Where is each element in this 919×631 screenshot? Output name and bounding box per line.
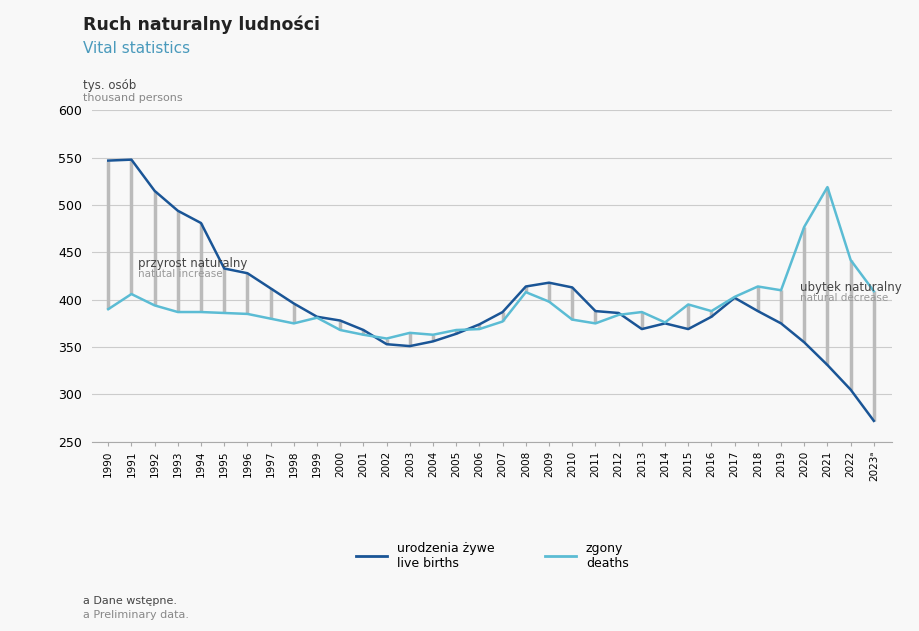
Text: thousand persons: thousand persons bbox=[83, 93, 182, 103]
Text: a Preliminary data.: a Preliminary data. bbox=[83, 610, 188, 620]
Text: natural decrease: natural decrease bbox=[799, 293, 887, 303]
Text: ubytek naturalny: ubytek naturalny bbox=[799, 281, 901, 294]
Text: tys. osób: tys. osób bbox=[83, 79, 136, 92]
Text: a Dane wstępne.: a Dane wstępne. bbox=[83, 596, 176, 606]
Text: przyrost naturalny: przyrost naturalny bbox=[138, 257, 247, 270]
Legend: urodzenia żywe
live births, zgony
deaths: urodzenia żywe live births, zgony deaths bbox=[350, 536, 633, 575]
Text: Vital statistics: Vital statistics bbox=[83, 41, 189, 56]
Text: Ruch naturalny ludności: Ruch naturalny ludności bbox=[83, 16, 320, 34]
Text: natutal increase: natutal increase bbox=[138, 269, 222, 280]
